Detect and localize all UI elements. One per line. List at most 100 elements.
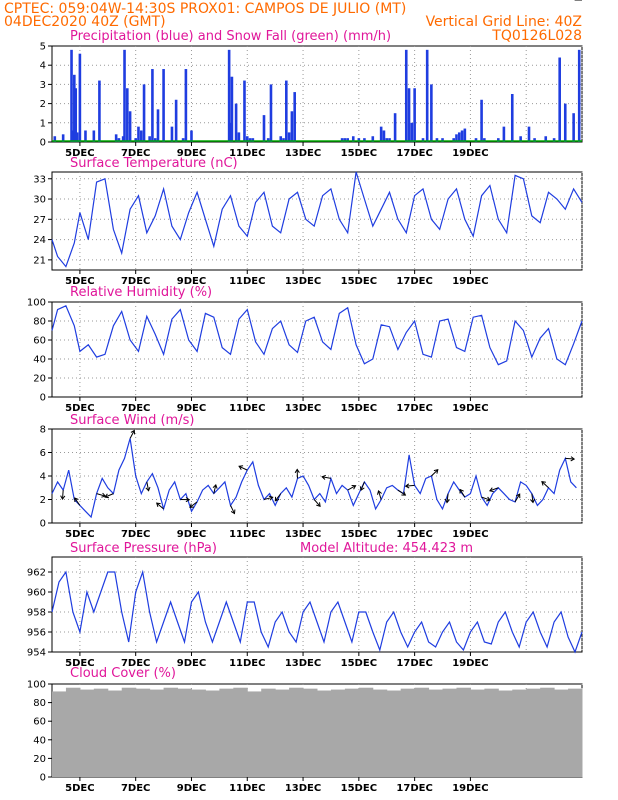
wind-arrow-head	[238, 465, 244, 470]
x-tick-label: 11DEC	[229, 276, 265, 287]
wind-arrow-head	[268, 495, 274, 501]
precipitation-bar	[558, 57, 561, 142]
x-tick-label: 19DEC	[452, 148, 488, 159]
precipitation-bar	[407, 88, 411, 142]
x-tick-label: 17DEC	[396, 529, 432, 540]
precipitation-bar	[61, 134, 65, 142]
precipitation-bar	[285, 80, 288, 142]
y-tick-label: 2	[40, 495, 46, 506]
cloud-cover-bar	[330, 689, 346, 777]
wind-arrow	[230, 505, 235, 514]
precipitation-bar	[435, 138, 439, 142]
wind-arrow-head	[489, 487, 494, 493]
precipitation-bar	[234, 103, 238, 142]
cloud-cover-bar	[428, 689, 444, 777]
panel-frame	[51, 301, 583, 398]
x-tick-label: 7DEC	[121, 403, 150, 414]
y-tick-label: 958	[27, 608, 46, 619]
wind-arrow-head	[130, 429, 136, 435]
precipitation-bar	[463, 128, 467, 142]
precipitation-bar	[457, 132, 461, 142]
precipitation-bar	[151, 69, 154, 142]
y-tick-label: 6	[40, 448, 46, 459]
wind-arrow-head	[404, 483, 410, 489]
precipitation-bar	[126, 88, 129, 142]
wind-arrow-head	[321, 474, 326, 480]
precipitation-bar	[455, 134, 458, 142]
x-tick-label: 19DEC	[452, 529, 488, 540]
cloud-cover-bar	[470, 689, 485, 777]
x-tick-label: 5DEC	[65, 658, 94, 669]
precipitation-bar	[248, 138, 252, 142]
precipitation-bar	[519, 136, 522, 142]
precipitation-bar	[282, 138, 285, 142]
wind-arrow	[96, 493, 106, 497]
x-tick-label: 11DEC	[229, 783, 265, 794]
y-tick-label: 24	[33, 235, 46, 246]
panel-annotation-model-altitude: Model Altitude: 454.423 m	[300, 541, 473, 556]
y-tick-label: 960	[27, 588, 46, 599]
x-tick-label: 17DEC	[396, 276, 432, 287]
x-tick-label: 11DEC	[229, 658, 265, 669]
precipitation-bar	[279, 136, 283, 142]
x-tick-label: 13DEC	[285, 529, 321, 540]
y-tick-label: 40	[33, 735, 46, 746]
x-tick-label: 19DEC	[452, 783, 488, 794]
x-tick-label: 5DEC	[65, 403, 94, 414]
precipitation-bar	[577, 49, 581, 143]
x-tick-label: 19DEC	[452, 658, 488, 669]
cloud-cover-bar	[400, 688, 416, 777]
y-tick-label: 21	[33, 255, 46, 266]
wind-arrow	[431, 469, 439, 477]
y-tick-label: 27	[33, 215, 46, 226]
precipitation-bar	[483, 138, 486, 142]
precipitation-bar	[363, 138, 366, 142]
y-tick-label: 20	[33, 754, 46, 765]
wind-arrow-head	[541, 480, 546, 486]
y-tick-label: 0	[40, 138, 46, 149]
x-tick-label: 19DEC	[452, 403, 488, 414]
wind-arrow	[189, 501, 198, 508]
wind-arrow-head	[515, 493, 521, 499]
precipitation-bar	[441, 138, 444, 142]
wind-arrow	[238, 465, 248, 471]
precipitation-bar	[74, 88, 78, 142]
precipitation-bar	[70, 49, 73, 143]
series-line	[51, 438, 577, 519]
x-tick-label: 9DEC	[177, 403, 206, 414]
panel-title-pressure: Surface Pressure (hPa)	[70, 541, 217, 556]
panel-title-humidity: Relative Humidity (%)	[70, 285, 212, 300]
cloud-cover-bar	[303, 688, 318, 777]
precipitation-bar	[170, 126, 174, 142]
wind-arrow-head	[377, 490, 382, 495]
cloud-cover-bar	[219, 688, 234, 777]
wind-arrow	[62, 490, 64, 500]
precipitation-bar	[421, 138, 425, 142]
x-tick-label: 7DEC	[121, 658, 150, 669]
precipitation-bar	[266, 138, 270, 142]
wind-arrow-head	[74, 497, 79, 503]
header-location: CPTEC: 059:04W-14:30S PROX01: CAMPOS DE …	[4, 1, 406, 17]
y-tick-label: 0	[40, 519, 46, 530]
wind-arrow	[378, 490, 382, 500]
precipitation-bar	[190, 130, 193, 142]
precipitation-bar	[148, 136, 151, 142]
x-tick-label: 5DEC	[65, 783, 94, 794]
cloud-cover-bar	[414, 687, 430, 777]
precipitation-bar	[533, 138, 536, 142]
wind-arrow	[347, 485, 356, 491]
precipitation-bar	[243, 80, 246, 142]
precipitation-bar	[237, 132, 241, 142]
cloud-cover-bar	[568, 688, 583, 777]
precipitation-bar	[480, 99, 483, 142]
x-tick-label: 15DEC	[341, 148, 377, 159]
x-tick-label: 11DEC	[229, 403, 265, 414]
cloud-cover-bar	[540, 687, 555, 777]
wind-arrow	[263, 496, 273, 500]
precipitation-bar	[497, 138, 500, 142]
series-line	[51, 569, 583, 654]
wind-arrow-head	[155, 502, 161, 508]
precipitation-bar	[379, 126, 383, 142]
precipitation-bar	[262, 115, 266, 142]
